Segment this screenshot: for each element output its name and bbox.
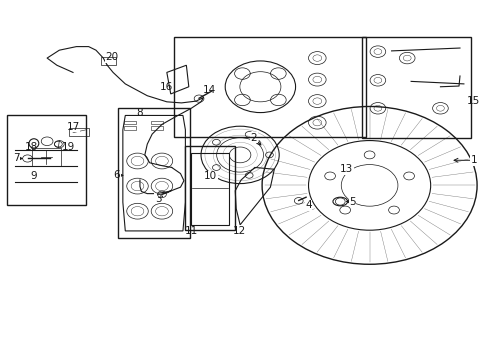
Text: 6: 6 xyxy=(114,170,121,180)
Text: 15: 15 xyxy=(467,96,480,106)
Text: 3: 3 xyxy=(155,194,161,204)
Text: 8: 8 xyxy=(137,108,143,118)
Text: 4: 4 xyxy=(305,200,312,210)
Bar xyxy=(124,121,136,125)
Text: 20: 20 xyxy=(105,52,119,62)
Text: 11: 11 xyxy=(185,226,198,236)
Text: 7: 7 xyxy=(13,153,20,163)
Text: 19: 19 xyxy=(62,142,75,152)
Bar xyxy=(101,57,116,65)
Text: 12: 12 xyxy=(233,226,246,236)
Bar xyxy=(118,108,190,238)
Text: 1: 1 xyxy=(470,155,477,165)
Bar xyxy=(185,146,235,230)
Bar xyxy=(151,126,163,130)
Bar xyxy=(151,121,163,125)
Text: 5: 5 xyxy=(349,197,356,207)
Bar xyxy=(124,126,136,130)
Bar xyxy=(6,116,86,205)
Bar xyxy=(32,148,61,166)
Bar xyxy=(69,129,89,136)
Text: 10: 10 xyxy=(204,171,218,181)
Text: 18: 18 xyxy=(24,142,38,152)
Text: 14: 14 xyxy=(203,85,217,95)
Bar xyxy=(362,37,471,138)
Text: 13: 13 xyxy=(340,164,353,174)
Bar xyxy=(174,37,366,137)
Text: 2: 2 xyxy=(250,133,257,143)
Text: 16: 16 xyxy=(160,82,173,93)
Text: 17: 17 xyxy=(66,122,80,132)
Text: 9: 9 xyxy=(30,171,37,181)
